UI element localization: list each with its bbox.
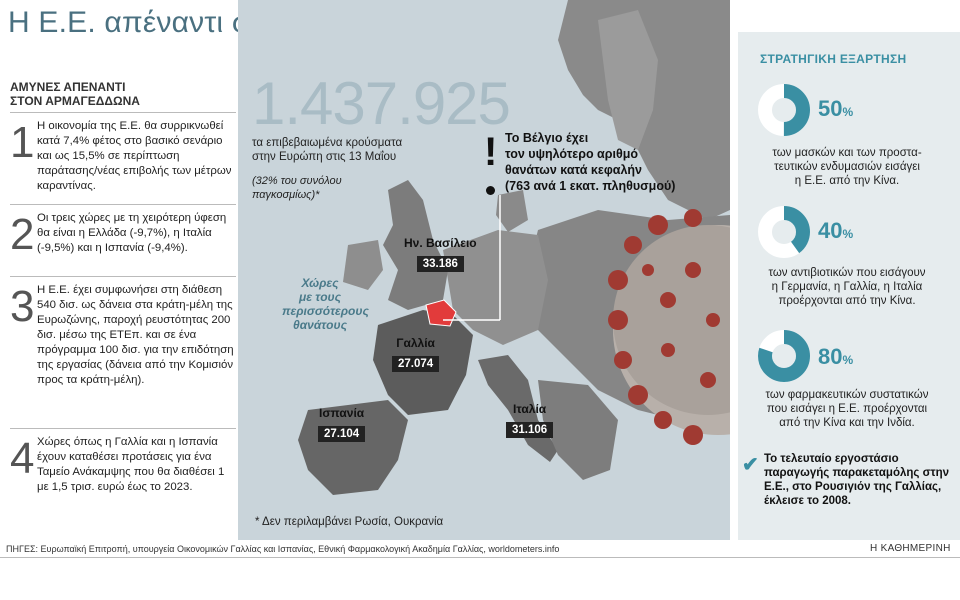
label-line: περισσότερους <box>282 304 369 318</box>
stat-text: των φαρμακευτικών συστατικών που εισάγει… <box>752 388 942 430</box>
stat-text: των μασκών και των προστα- τευτικών ενδυ… <box>752 146 942 188</box>
percent-number: 50 <box>818 96 843 121</box>
denmark-landmass <box>496 190 528 232</box>
caption-line1: τα επιβεβαιωμένα κρούσματα <box>252 137 403 149</box>
belgium-line: (763 ανά 1 εκατ. πληθυσμού) <box>505 179 676 193</box>
spain-landmass <box>298 400 408 495</box>
item-number: 2 <box>10 210 35 259</box>
stat-text: των αντιβιοτικών που εισάγουν η Γερμανία… <box>752 266 942 308</box>
bottom-divider <box>0 557 960 558</box>
item-text: Η Ε.Ε. έχει συμφωνήσει στη διάθεση 540 δ… <box>37 284 234 386</box>
stat-line: των αντιβιοτικών που εισάγουν <box>768 267 926 279</box>
balkans-landmass <box>538 380 618 480</box>
stat-percent: 50% <box>818 96 853 122</box>
belgium-line: θανάτων κατά κεφαλήν <box>505 163 642 177</box>
item-number: 3 <box>10 282 35 331</box>
item-text: Οι τρεις χώρες με τη χειρότερη ύφεση θα … <box>37 212 227 254</box>
percent-number: 80 <box>818 344 843 369</box>
strategic-dependence-panel <box>738 32 960 540</box>
donut-value-arc <box>758 330 810 382</box>
country-spain: Ισπανία 27.104 <box>318 406 366 442</box>
left-subhead-line1: ΑΜΥΝΕΣ ΑΠΕΝΑΝΤΙ <box>10 80 126 94</box>
stat-line: των μασκών και των προστα- <box>772 147 922 159</box>
death-count: 33.186 <box>416 256 464 272</box>
country-italy: Ιταλία 31.106 <box>506 402 554 438</box>
left-subhead-line2: ΣΤΟΝ ΑΡΜΑΓΕΔΔΩΝΑ <box>10 94 140 108</box>
stat-percent: 80% <box>818 344 853 370</box>
country-name: Ην. Βασίλειο <box>404 236 477 250</box>
percent-sign: % <box>842 227 854 241</box>
item-text: Χώρες όπως η Γαλλία και η Ισπανία έχουν … <box>37 436 225 493</box>
death-count: 27.074 <box>392 356 440 372</box>
percent-number: 40 <box>818 218 843 243</box>
note-line1: (32% του συνόλου <box>252 175 342 187</box>
country-uk: Ην. Βασίλειο 33.186 <box>404 236 477 272</box>
donut-value-arc <box>758 206 810 258</box>
label-line: με τους <box>298 290 342 304</box>
stat-line: τευτικών ενδυμασιών εισάγει <box>774 161 920 173</box>
donut-chart <box>758 330 810 382</box>
label-line: Χώρες <box>301 276 339 290</box>
item-text: Η οικονομία της Ε.Ε. θα συρρικνωθεί κατά… <box>37 120 232 192</box>
death-count: 27.104 <box>318 426 366 442</box>
percent-sign: % <box>842 105 854 119</box>
newspaper-brand: Η ΚΑΘΗΜΕΡΙΝΗ <box>870 543 951 554</box>
central-europe-landmass <box>443 230 548 345</box>
europe-map <box>238 0 730 540</box>
belgium-note: Το Βέλγιο έχει τον υψηλότερο αριθμό θανά… <box>505 130 725 194</box>
donut-chart <box>758 84 810 136</box>
country-name: Γαλλία <box>396 336 435 350</box>
country-name: Ισπανία <box>319 406 365 420</box>
donut-value-arc <box>758 84 810 136</box>
belgium-highlight <box>425 299 457 327</box>
stat-line: προέρχονται από την Κίνα. <box>778 295 916 307</box>
stat-line: από την Κίνα και την Ινδία. <box>779 417 915 429</box>
checkmark-icon: ✔ <box>742 454 759 476</box>
stat-line: η Ε.Ε. από την Κίνα. <box>794 175 900 187</box>
uk-landmass <box>383 180 448 310</box>
left-subhead: ΑΜΥΝΕΣ ΑΠΕΝΑΝΤΙ ΣΤΟΝ ΑΡΜΑΓΕΔΔΩΝΑ <box>10 80 210 108</box>
global-share-note: (32% του συνόλου παγκοσμίως)* <box>252 174 342 202</box>
confirmed-cases-number: 1.437.925 <box>252 70 511 137</box>
footnote: * Δεν περιλαμβάνει Ρωσία, Ουκρανία <box>255 516 444 528</box>
most-deaths-label: Χώρες με τους περισσότερους θανάτους <box>282 276 369 332</box>
pointer-dot <box>486 186 495 195</box>
exclamation-icon: ! <box>484 130 498 174</box>
country-france: Γαλλία 27.074 <box>392 336 440 372</box>
stat-percent: 40% <box>818 218 853 244</box>
stat-line: που εισάγει η Ε.Ε. προέρχονται <box>766 403 928 415</box>
paracetamol-note: Το τελευταίο εργοστάσιο παραγωγής παρακε… <box>764 453 950 507</box>
defense-item: 3 Η Ε.Ε. έχει συμφωνήσει στη διάθεση 540… <box>10 276 236 425</box>
item-number: 1 <box>10 118 35 167</box>
confirmed-cases-caption: τα επιβεβαιωμένα κρούσματα στην Ευρώπη σ… <box>252 136 402 164</box>
belgium-line: Το Βέλγιο έχει <box>505 131 589 145</box>
percent-sign: % <box>842 353 854 367</box>
label-line: θανάτους <box>293 318 347 332</box>
defense-item: 1 Η οικονομία της Ε.Ε. θα συρρικνωθεί κα… <box>10 112 236 205</box>
panel-title: ΣΤΡΑΤΗΓΙΚΗ ΕΞΑΡΤΗΣΗ <box>760 52 907 66</box>
coronavirus-illustration <box>608 209 730 445</box>
defense-item: 2 Οι τρεις χώρες με τη χειρότερη ύφεση θ… <box>10 204 236 275</box>
stat-line: των φαρμακευτικών συστατικών <box>765 389 929 401</box>
ireland-landmass <box>343 240 383 290</box>
sweden-landmass <box>598 10 658 150</box>
stat-line: η Γερμανία, η Γαλλία, η Ιταλία <box>771 281 923 293</box>
belgium-line: τον υψηλότερο αριθμό <box>505 147 638 161</box>
note-line2: παγκοσμίως)* <box>252 189 320 201</box>
defense-item: 4 Χώρες όπως η Γαλλία και η Ισπανία έχου… <box>10 428 236 529</box>
item-number: 4 <box>10 434 35 483</box>
sources-line: ΠΗΓΕΣ: Ευρωπαϊκή Επιτροπή, υπουργεία Οικ… <box>6 544 560 554</box>
caption-line2: στην Ευρώπη στις 13 Μαΐου <box>252 151 397 163</box>
donut-chart <box>758 206 810 258</box>
country-name: Ιταλία <box>513 402 547 416</box>
death-count: 31.106 <box>506 422 554 438</box>
